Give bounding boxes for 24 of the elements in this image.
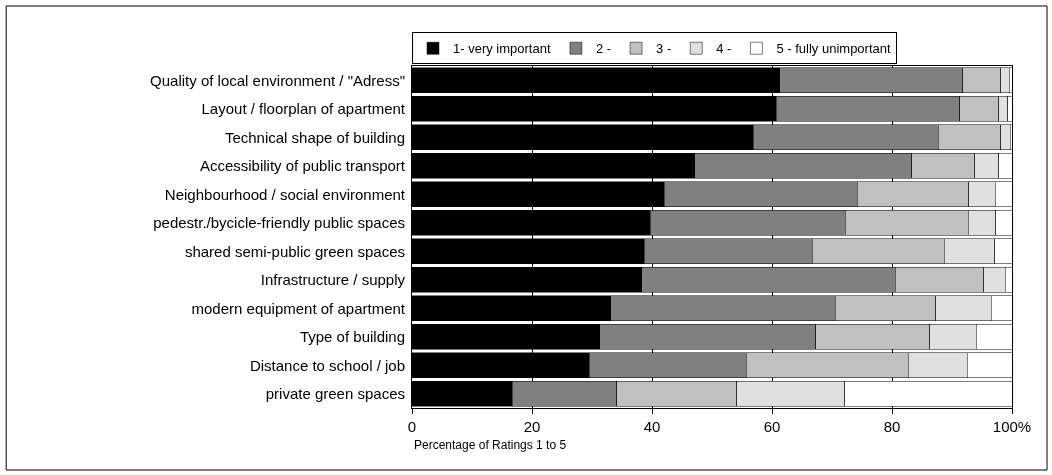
y-tick-label: Neighbourhood / social environment	[164, 185, 406, 203]
y-tick-label: private green spaces	[265, 385, 405, 402]
legend-label: 2 -	[595, 41, 612, 57]
x-tick-label: 40	[643, 418, 661, 435]
x-axis-title: Percentage of Ratings 1 to 5	[414, 438, 567, 452]
y-tick-label: modern equipment of apartment	[191, 299, 406, 317]
legend-label: 5 - fully unimportant	[776, 41, 891, 57]
x-tick-label: 0	[407, 418, 417, 435]
y-tick-label: Distance to school / job	[249, 356, 405, 374]
y-tick-label: Layout / floorplan of apartment	[201, 100, 406, 117]
x-tick-label: 60	[763, 418, 781, 435]
legend-label: 3 -	[656, 41, 672, 57]
y-tick-label: Quality of local environment / "Adress"	[150, 71, 405, 89]
x-tick-label: 20	[523, 418, 541, 435]
x-tick-label: 80	[883, 418, 901, 435]
x-tick-label: 100%	[992, 418, 1032, 435]
y-tick-label: pedestr./bycicle-friendly public spaces	[153, 214, 405, 231]
y-tick-label: Infrastructure / supply	[260, 271, 406, 288]
legend-label: 1- very important	[453, 41, 551, 57]
y-tick-label: Technical shape of building	[224, 128, 405, 146]
y-tick-label: Type of building	[299, 328, 405, 345]
legend-label: 4 -	[716, 41, 732, 57]
y-tick-label: shared semi-public green spaces	[184, 242, 405, 260]
y-tick-label: Accessibility of public transport	[199, 157, 406, 174]
